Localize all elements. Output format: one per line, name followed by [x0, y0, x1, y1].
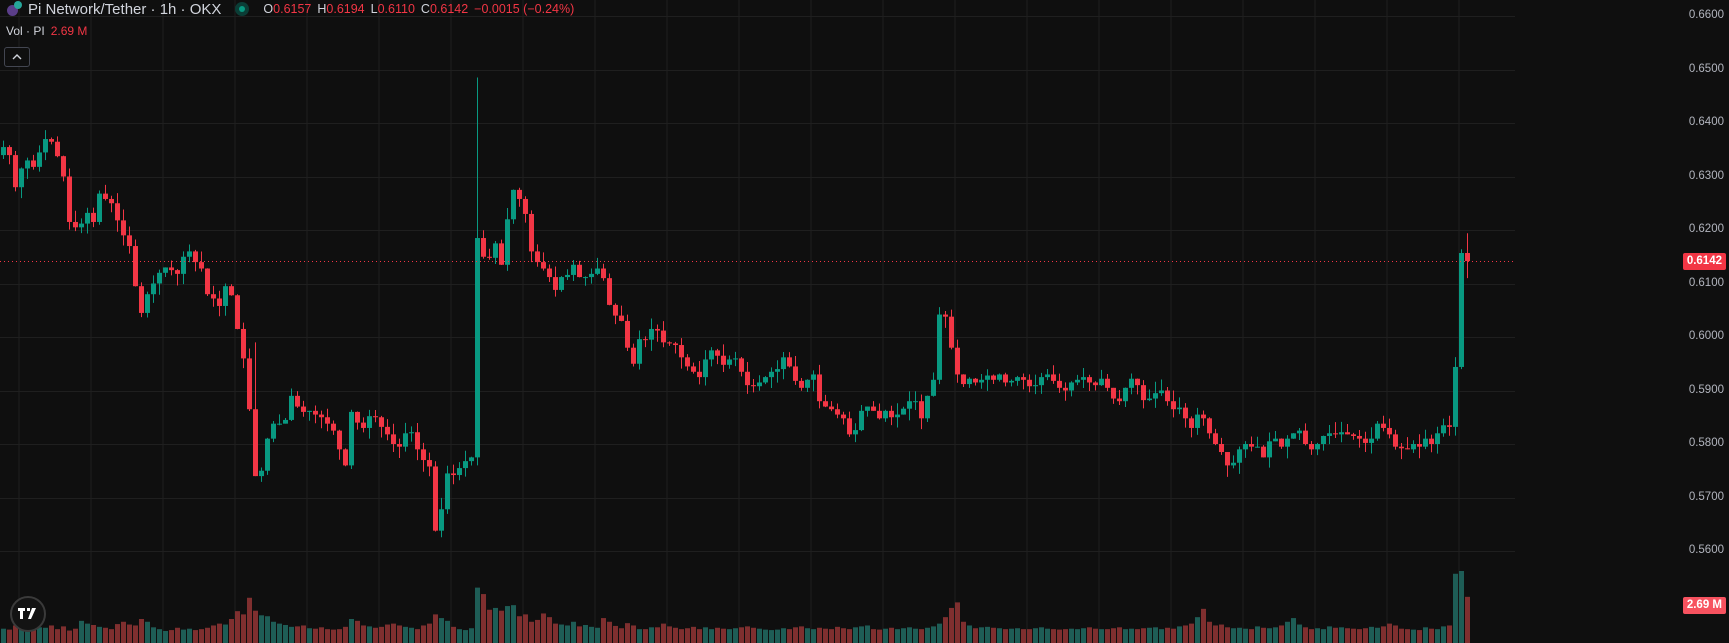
ohlc-values: O0.6157 H0.6194 L0.6110 C0.6142 −0.0015 …	[263, 2, 574, 16]
volume-value: 2.69 M	[50, 24, 88, 38]
pi-network-logo-icon	[4, 1, 24, 17]
price-tick-label: 0.5900	[1688, 383, 1724, 396]
candles	[1, 77, 1470, 538]
symbol-title[interactable]: Pi Network/Tether · 1h · OKX	[28, 0, 222, 18]
open-label: O	[263, 2, 274, 16]
close-label: C	[420, 2, 430, 16]
market-status-icon[interactable]	[235, 2, 250, 16]
price-tick-label: 0.5800	[1688, 437, 1724, 449]
price-tick-label: 0.6600	[1688, 9, 1724, 21]
high-value: 0.6194	[326, 2, 365, 16]
low-value: 0.6110	[377, 2, 415, 16]
price-tick-label: 0.6400	[1688, 116, 1724, 128]
price-tick-label: 0.6500	[1688, 62, 1724, 75]
price-tick-label: 0.6300	[1688, 169, 1724, 182]
price-tick-label: 0.5600	[1688, 544, 1724, 556]
chart-grid	[0, 0, 1515, 643]
tradingview-logo-icon[interactable]	[10, 596, 46, 632]
volume-label[interactable]: Vol · PI	[6, 24, 45, 38]
price-tick-label: 0.6200	[1688, 223, 1724, 235]
high-label: H	[317, 2, 327, 16]
chevron-up-icon	[12, 51, 22, 63]
current-volume-tag: 2.69 M	[1682, 597, 1726, 614]
open-value: 0.6157	[273, 2, 312, 16]
chart-legend: Pi Network/Tether · 1h · OKX O0.6157 H0.…	[4, 0, 574, 18]
price-tick-label: 0.6000	[1688, 330, 1724, 342]
volume-legend: Vol · PI 2.69 M	[6, 24, 87, 38]
volume-bars	[1, 571, 1470, 643]
price-tick-label: 0.5700	[1688, 490, 1724, 503]
change-value: −0.0015 (−0.24%)	[474, 2, 575, 16]
low-label: L	[370, 2, 378, 16]
collapse-legend-button[interactable]	[4, 47, 30, 67]
price-tick-label: 0.6100	[1688, 276, 1724, 289]
current-price-tag: 0.6142	[1682, 253, 1726, 270]
close-value: 0.6142	[429, 2, 469, 16]
